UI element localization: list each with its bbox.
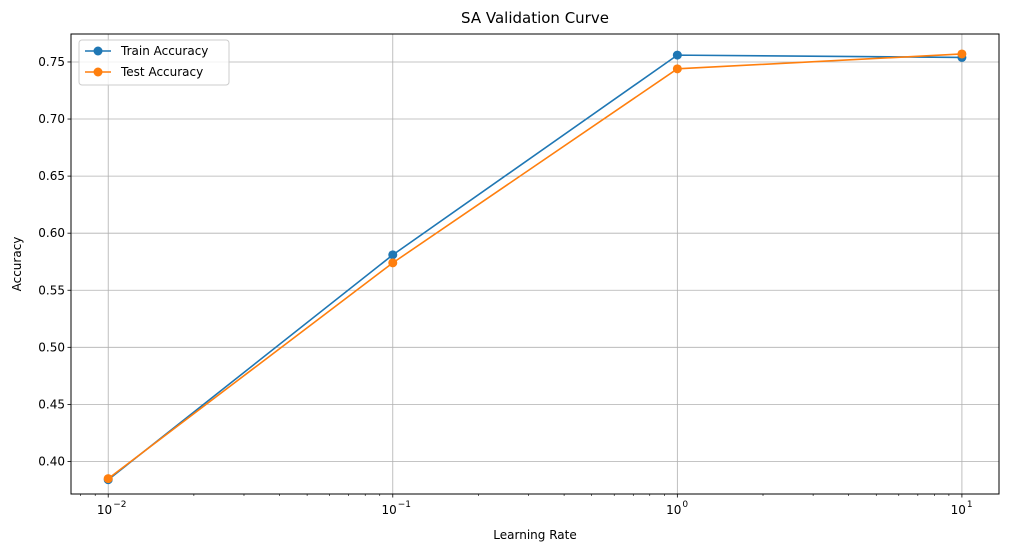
data-point	[957, 49, 967, 59]
data-point	[672, 64, 682, 74]
y-tick-label: 0.40	[38, 454, 65, 468]
data-point	[388, 250, 398, 260]
x-tick-exponent: −1	[398, 500, 411, 510]
x-tick-base: 10	[951, 503, 966, 517]
x-tick-exponent: 1	[967, 500, 973, 510]
series-line	[107, 54, 962, 481]
x-axis-label: Learning Rate	[493, 528, 576, 542]
legend-swatch-marker	[93, 67, 103, 77]
y-tick-label: 0.50	[38, 340, 65, 354]
x-tick-label: 10 0	[666, 500, 688, 517]
chart-title: SA Validation Curve	[461, 9, 609, 27]
y-tick-label: 0.45	[38, 397, 65, 411]
series-line	[107, 53, 962, 480]
legend-entry: Train Accuracy	[85, 44, 208, 58]
y-tick-label: 0.60	[38, 226, 65, 240]
legend-label: Train Accuracy	[120, 44, 208, 58]
legend-entry: Test Accuracy	[85, 65, 203, 79]
data-point	[388, 258, 398, 268]
legend-swatch-marker	[93, 46, 103, 56]
x-tick-label: 10 −2	[97, 500, 127, 517]
x-tick-label: 10 −1	[381, 500, 411, 517]
x-tick-label: 10 1	[951, 500, 973, 517]
y-tick-label: 0.65	[38, 169, 65, 183]
legend-box	[78, 39, 230, 86]
x-tick-base: 10	[381, 503, 396, 517]
legend: Train Accuracy Test Accuracy	[78, 39, 230, 86]
x-tick-exponent: −2	[113, 500, 126, 510]
data-point	[672, 50, 682, 60]
x-tick-exponent: 0	[682, 500, 688, 510]
x-tick-base: 10	[97, 503, 112, 517]
y-tick-label: 0.75	[38, 55, 65, 69]
y-axis-label: Accuracy	[10, 237, 24, 292]
series-test	[103, 49, 967, 484]
series-layer	[103, 49, 967, 485]
y-tick-label: 0.55	[38, 283, 65, 297]
plot-frame	[70, 33, 1000, 495]
y-tick-label: 0.70	[38, 112, 65, 126]
data-point	[103, 474, 113, 484]
legend-label: Test Accuracy	[120, 65, 203, 79]
x-tick-base: 10	[666, 503, 681, 517]
